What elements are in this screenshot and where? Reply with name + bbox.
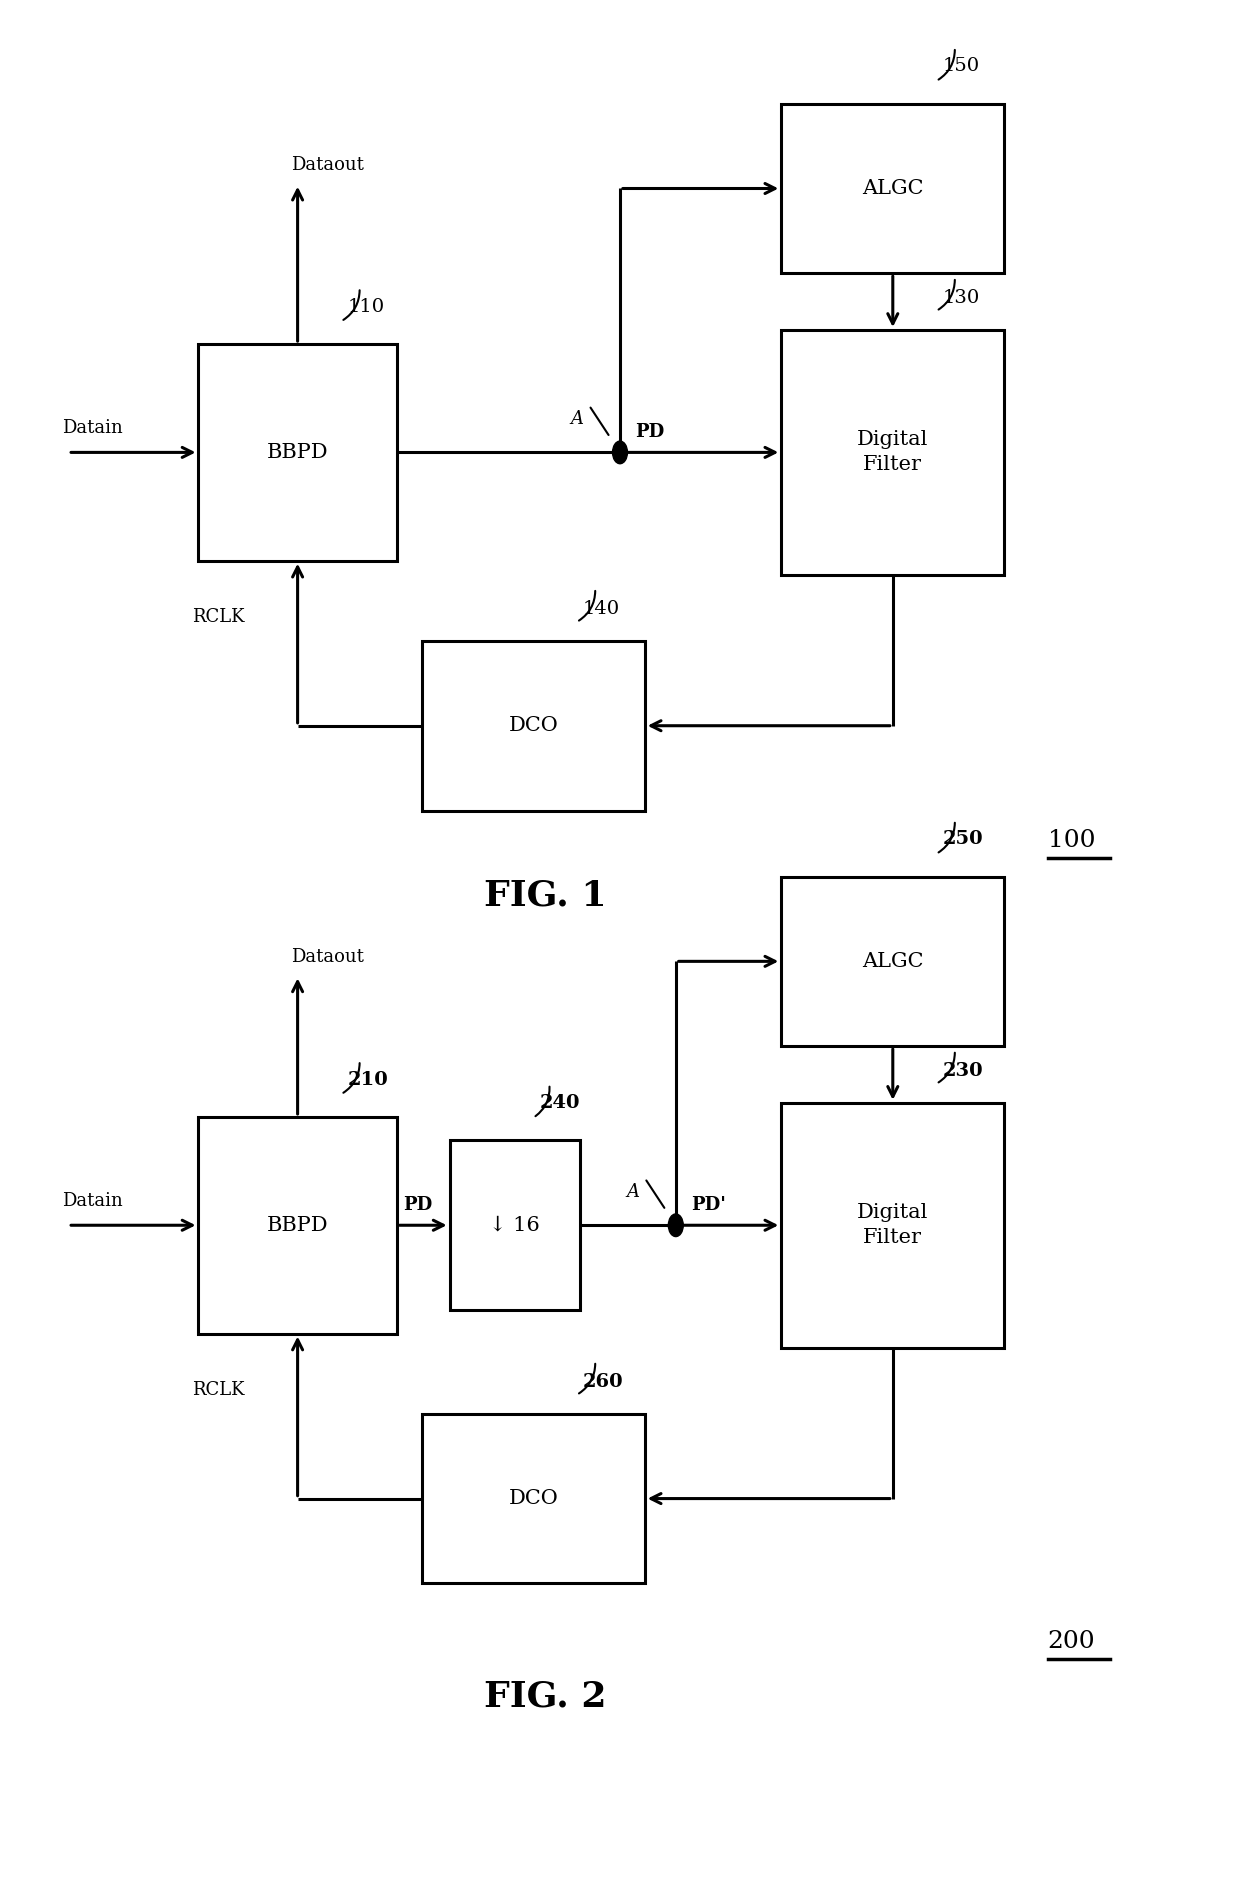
Bar (449, 1140, 580, 1310)
Text: FIG. 1: FIG. 1 (485, 878, 606, 912)
Text: Datain: Datain (62, 418, 123, 437)
Text: 140: 140 (583, 599, 620, 618)
Bar (422, 1414, 645, 1583)
Bar (781, 104, 1004, 273)
Text: ALGC: ALGC (862, 952, 924, 971)
Text: 200: 200 (1048, 1631, 1095, 1653)
Text: 100: 100 (1048, 829, 1095, 852)
Text: Digital
Filter: Digital Filter (857, 1203, 929, 1248)
Text: RCLK: RCLK (192, 1380, 244, 1399)
Text: PD: PD (635, 422, 665, 441)
Text: 130: 130 (942, 288, 980, 307)
Bar (198, 1116, 397, 1335)
Bar (781, 330, 1004, 575)
Circle shape (668, 1214, 683, 1237)
Text: FIG. 2: FIG. 2 (485, 1680, 606, 1713)
Text: ALGC: ALGC (862, 179, 924, 198)
Text: 260: 260 (583, 1372, 624, 1391)
Text: 210: 210 (347, 1071, 388, 1090)
Text: PD: PD (403, 1195, 433, 1214)
Text: 240: 240 (539, 1093, 580, 1112)
Text: 150: 150 (942, 57, 980, 75)
Bar (781, 877, 1004, 1046)
Text: BBPD: BBPD (267, 443, 329, 462)
Text: ↓ 16: ↓ 16 (490, 1216, 539, 1235)
Text: BBPD: BBPD (267, 1216, 329, 1235)
Text: 110: 110 (347, 298, 384, 315)
Text: Dataout: Dataout (291, 156, 365, 175)
Text: Digital
Filter: Digital Filter (857, 430, 929, 475)
Text: 250: 250 (942, 829, 983, 848)
Bar (198, 343, 397, 562)
Bar (781, 1103, 1004, 1348)
Bar (422, 641, 645, 811)
Text: DCO: DCO (508, 1489, 558, 1508)
Text: Dataout: Dataout (291, 948, 365, 965)
Text: A: A (626, 1182, 639, 1201)
Text: RCLK: RCLK (192, 607, 244, 626)
Text: 230: 230 (942, 1061, 983, 1080)
Text: DCO: DCO (508, 716, 558, 735)
Text: A: A (570, 409, 583, 428)
Text: Datain: Datain (62, 1191, 123, 1210)
Circle shape (613, 441, 627, 464)
Text: PD': PD' (691, 1195, 725, 1214)
